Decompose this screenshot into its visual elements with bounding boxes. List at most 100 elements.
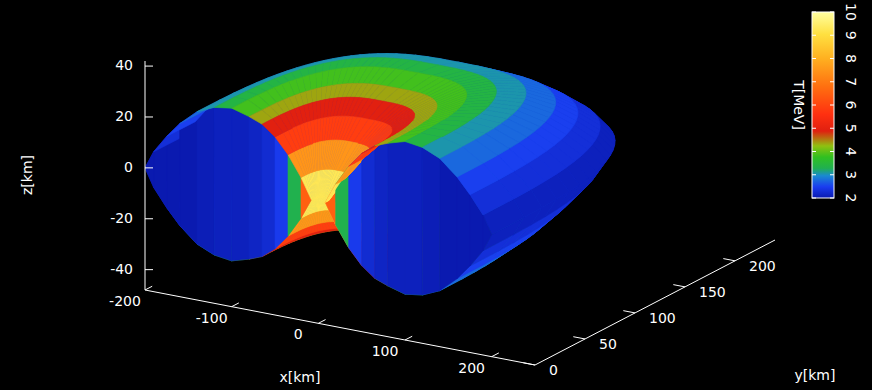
colorbar-tick	[830, 198, 834, 199]
z-tick-label: -40	[110, 261, 133, 277]
surface-top	[487, 78, 519, 81]
colorbar-tick	[830, 35, 834, 36]
colorbar-tick	[830, 151, 834, 152]
z-tick	[145, 116, 153, 117]
x-tick	[492, 353, 499, 357]
surface-top	[349, 149, 370, 166]
plot-area	[145, 54, 615, 295]
cut-face	[388, 142, 405, 295]
y-tick-label: 0	[549, 362, 558, 378]
cut-face	[214, 107, 231, 260]
colorbar-tick	[830, 174, 834, 175]
cut-face	[440, 158, 457, 290]
y-tick-label: 200	[749, 258, 776, 274]
surface-top	[275, 133, 294, 155]
z-tick-label: -20	[110, 210, 133, 226]
x-tick-label: 0	[294, 326, 303, 342]
surface-top	[288, 152, 304, 178]
colorbar-tick	[812, 35, 816, 36]
cut-face	[232, 108, 249, 261]
colorbar-tick-label: 4	[843, 147, 859, 156]
colorbar-tick	[830, 105, 834, 106]
colorbar: 2 3 4 5 6 7 8 9 10 T[MeV]	[791, 3, 859, 202]
x-tick-label: -100	[196, 310, 228, 326]
colorbar-tick	[812, 12, 816, 13]
colorbar-tick	[812, 174, 816, 175]
cut-face	[275, 137, 288, 249]
z-axis-domain	[145, 61, 146, 290]
surface-top	[321, 86, 327, 100]
y-tick	[523, 363, 535, 365]
z-tick	[145, 66, 153, 67]
x-tick	[318, 320, 325, 324]
cut-face	[362, 146, 375, 278]
surface-top	[316, 87, 321, 101]
colorbar-tick	[812, 58, 816, 59]
z-tick	[145, 218, 153, 219]
z-tick	[145, 269, 153, 270]
z-tick	[145, 167, 153, 168]
colorbar-tick-label: 5	[843, 124, 859, 133]
y-tick-label: 50	[599, 336, 617, 352]
cut-face	[375, 143, 388, 285]
x-tick	[232, 303, 239, 307]
x-tick	[145, 286, 152, 290]
cut-face	[405, 142, 422, 295]
colorbar-tick-label: 7	[843, 77, 859, 86]
colorbar-tick	[830, 58, 834, 59]
surface-top	[301, 176, 313, 200]
surface-top	[422, 137, 462, 158]
colorbar-tick-label: 9	[843, 31, 859, 40]
surface-top	[336, 163, 355, 184]
y-tick-label: 100	[649, 310, 676, 326]
x-tick-label: 100	[372, 343, 399, 359]
y-axis-domain	[535, 240, 775, 365]
colorbar-title: T[MeV]	[791, 79, 807, 130]
surface-top	[262, 119, 283, 137]
cut-face	[422, 147, 439, 295]
colorbar-tick	[830, 128, 834, 129]
z-tick-label: 40	[115, 57, 133, 73]
surface-top	[322, 70, 329, 87]
colorbar-tick	[812, 81, 816, 82]
y-tick	[723, 259, 735, 261]
cut-face	[262, 124, 275, 256]
colorbar-tick	[812, 198, 816, 199]
chart: -200-1000100200050100150200-40-2002040x[…	[0, 0, 872, 390]
z-axis-title: z[km]	[19, 155, 35, 195]
colorbar-tick	[812, 128, 816, 129]
x-axis-domain	[145, 290, 535, 365]
colorbar-tick-label: 6	[843, 101, 859, 110]
surface-top	[319, 170, 321, 197]
x-axis-title: x[km]	[280, 369, 321, 385]
y-tick	[673, 285, 685, 287]
cut-face	[197, 107, 214, 255]
y-tick	[623, 311, 635, 313]
colorbar-tick-label: 8	[843, 54, 859, 63]
cut-face	[483, 215, 492, 251]
colorbar-tick-label: 3	[843, 170, 859, 179]
x-tick-label: 200	[458, 360, 485, 376]
colorbar-tick	[812, 105, 816, 106]
colorbar-tick	[812, 151, 816, 152]
x-tick-label: -200	[109, 293, 141, 309]
z-tick-label: 0	[124, 159, 133, 175]
surface-top	[316, 72, 323, 89]
y-axis-title: y[km]	[795, 367, 836, 383]
surface-top	[167, 110, 206, 136]
z-tick-label: 20	[115, 108, 133, 124]
colorbar-scale	[812, 12, 834, 198]
axes: -200-1000100200050100150200-40-2002040x[…	[19, 57, 835, 385]
surface-top	[317, 100, 321, 119]
y-tick-label: 150	[699, 284, 726, 300]
surface-bottom	[319, 197, 321, 211]
cut-face	[145, 152, 154, 188]
colorbar-tick	[830, 81, 834, 82]
colorbar-tick-label: 2	[843, 194, 859, 203]
colorbar-tick	[830, 12, 834, 13]
surface-top	[319, 170, 322, 197]
x-tick	[405, 336, 412, 340]
y-tick	[573, 337, 585, 339]
colorbar-tick-label: 10	[843, 3, 859, 21]
cut-face	[180, 112, 197, 244]
